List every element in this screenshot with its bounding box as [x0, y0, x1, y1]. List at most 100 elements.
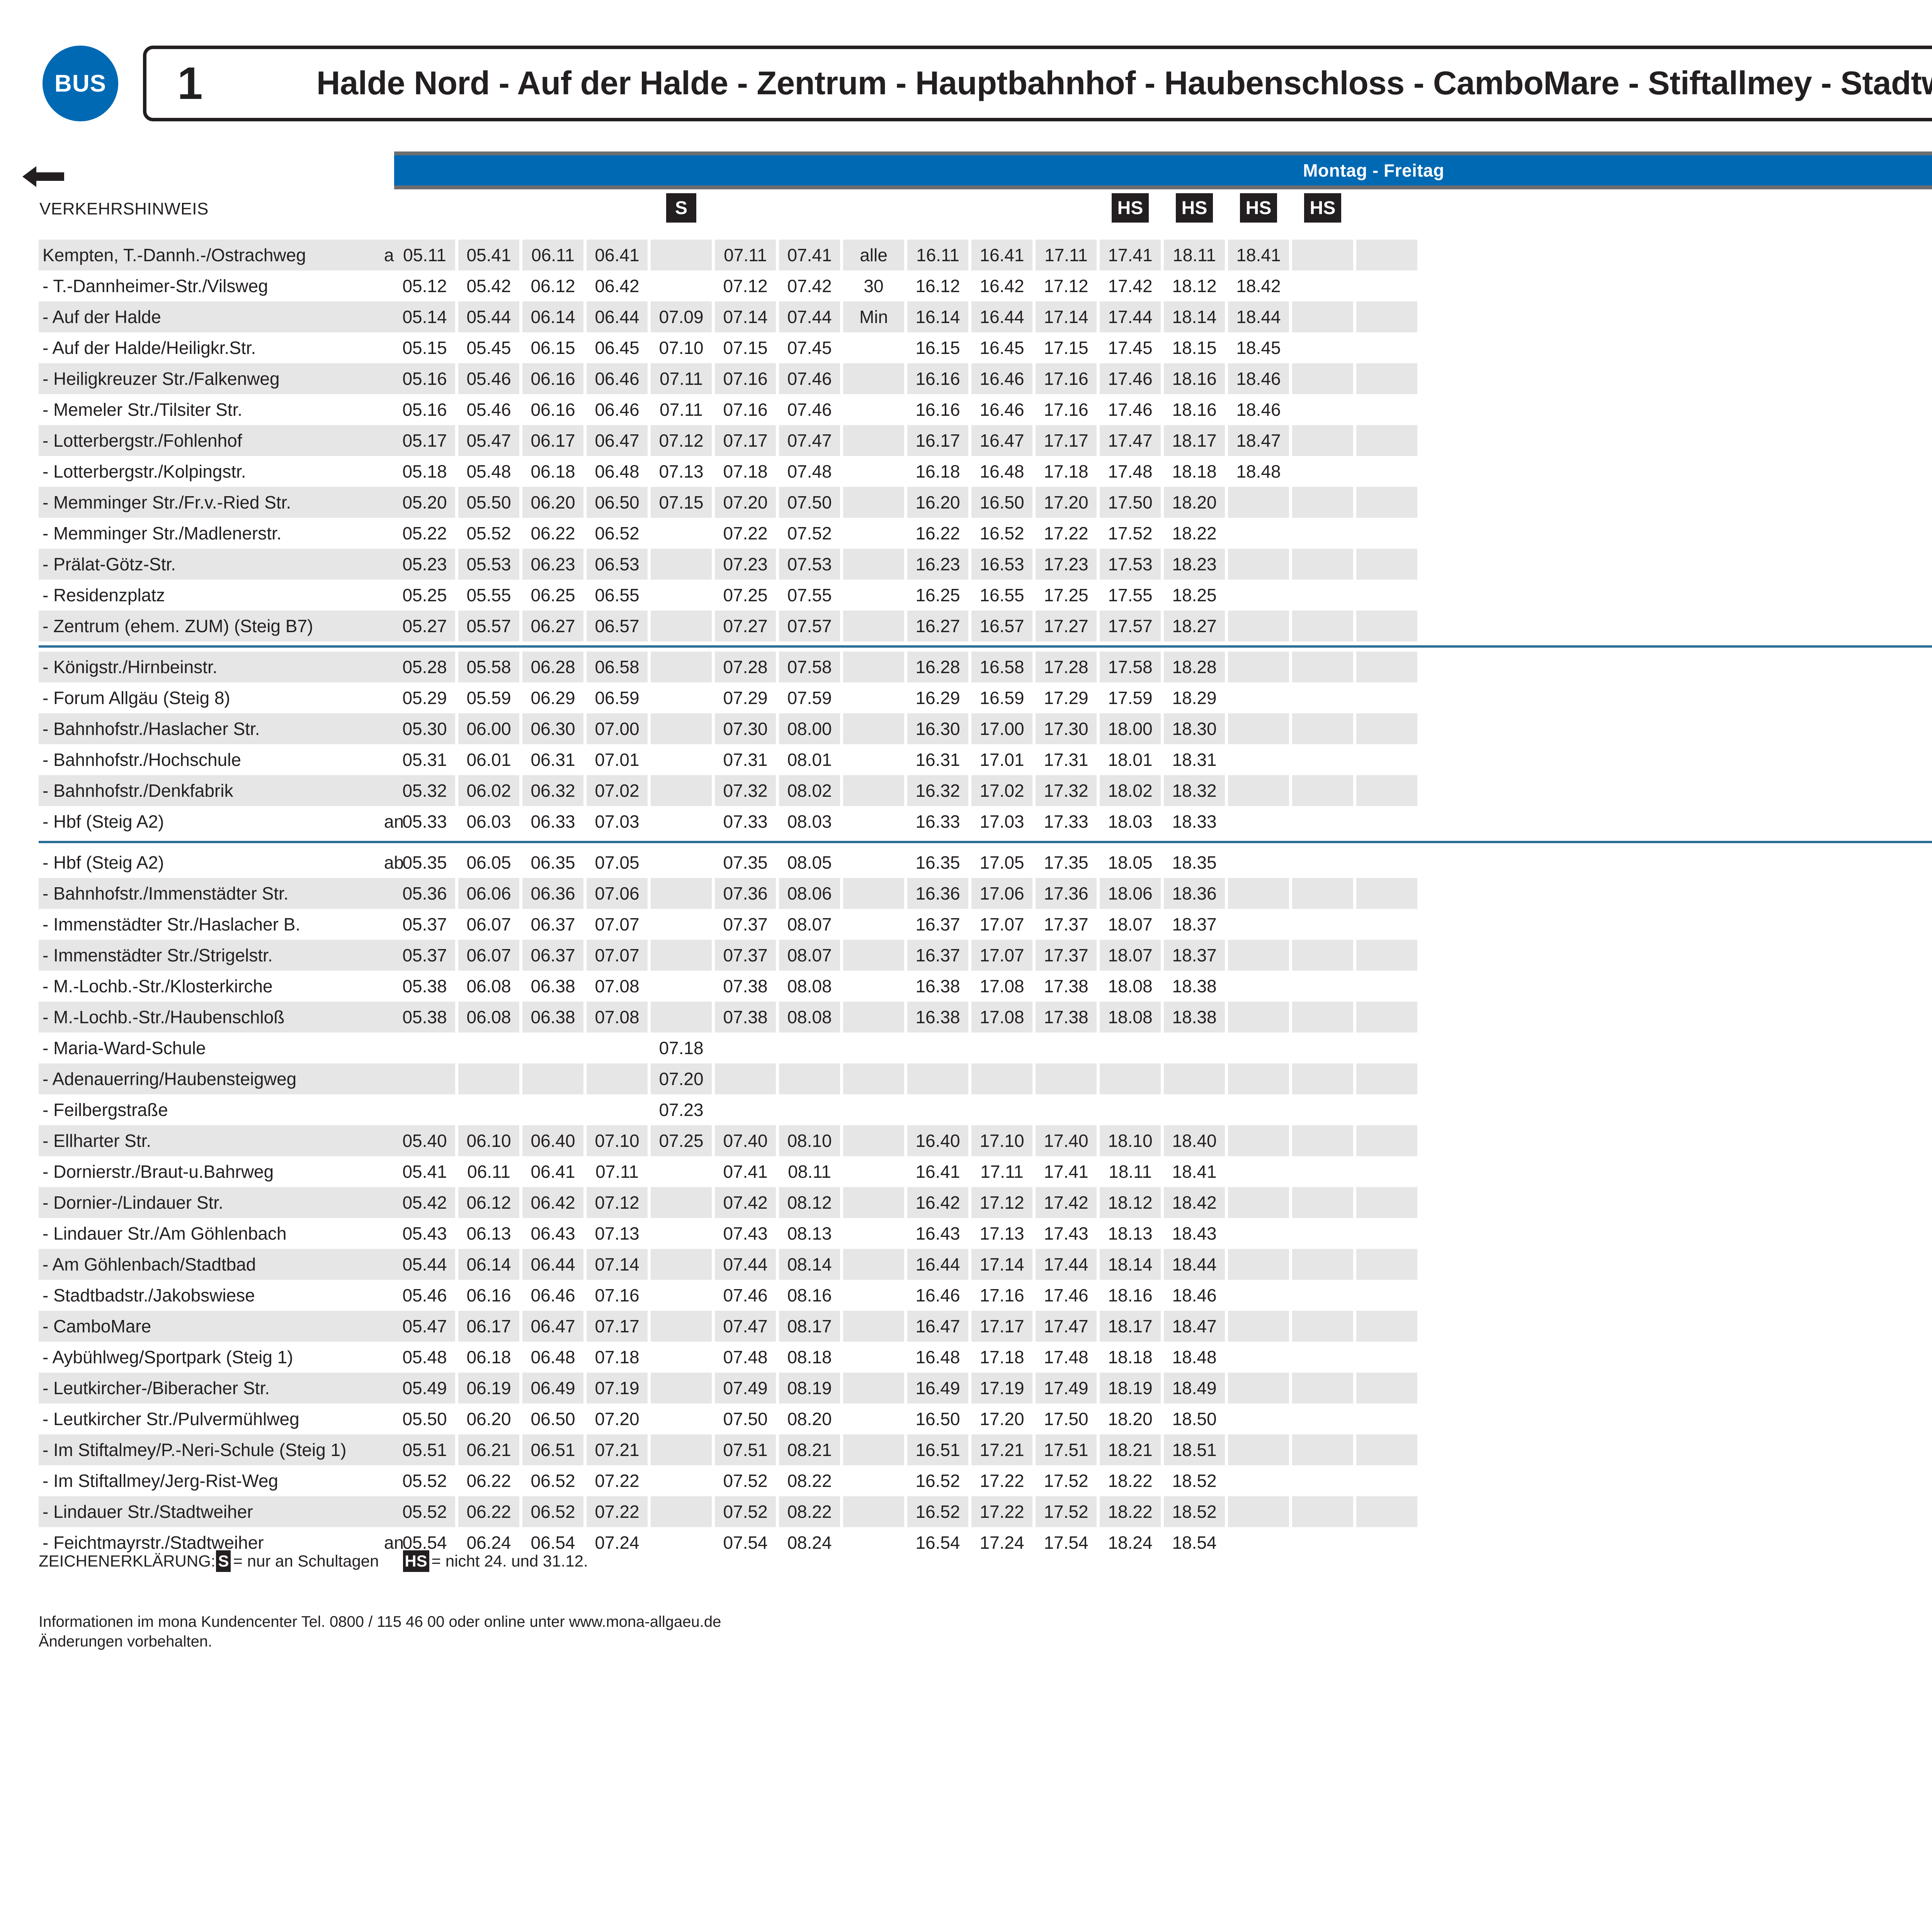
departure-time-cell [1356, 301, 1417, 332]
stop-name: - Immenstädter Str./Haslacher B. [43, 914, 301, 934]
departure-time-cell: 16.48 [980, 461, 1024, 481]
departure-time-cell [843, 1156, 904, 1187]
departure-time-cell: 06.14 [458, 1249, 519, 1280]
departure-time-cell: 17.48 [1044, 1347, 1088, 1367]
service-day-band: Montag - Freitag [394, 151, 1932, 189]
departure-time-cell [651, 611, 712, 641]
departure-time-cell: 06.42 [595, 276, 639, 296]
departure-time-cell [843, 363, 904, 394]
departure-time-cell: 07.11 [660, 400, 703, 420]
departure-time-cell: 16.46 [980, 400, 1024, 420]
departure-time-cell: 17.07 [980, 914, 1024, 934]
departure-time-cell [1228, 1496, 1289, 1527]
departure-time-cell: 07.42 [787, 276, 832, 296]
departure-time-cell: 17.05 [980, 852, 1024, 873]
departure-time-cell: 06.27 [522, 611, 583, 641]
departure-time-cell: 16.42 [980, 276, 1024, 296]
departure-time-cell: 06.06 [458, 878, 519, 909]
departure-time-cell: 18.25 [1172, 585, 1217, 605]
departure-time-cell: 18.38 [1172, 976, 1217, 996]
departure-time-cell: 17.28 [1036, 652, 1097, 682]
departure-time-cell [1356, 425, 1417, 456]
departure-time-cell [1356, 394, 1417, 425]
departure-time-cell [651, 1187, 712, 1218]
departure-time-cell: 06.46 [531, 1285, 575, 1305]
table-row: - CamboMare 05.47 06.17 06.47 07.17 07.47 08.1… [39, 1311, 1932, 1342]
departure-time-cell: 18.11 [1164, 240, 1225, 270]
stop-name-cell [39, 487, 404, 518]
stop-name: - Im Stiftallmey/Jerg-Rist-Weg [43, 1471, 279, 1491]
departure-time-cell: 18.48 [1172, 1347, 1217, 1367]
departure-time-cell: 05.59 [466, 688, 511, 708]
departure-time-cell: alle [843, 240, 904, 270]
table-row: - Zentrum (ehem. ZUM) (Steig B7) 05.27 05.… [39, 611, 1932, 641]
departure-time-cell: 05.31 [402, 750, 447, 770]
departure-time-cell [1292, 1465, 1353, 1496]
table-row: - Lindauer Str./Am Göhlenbach 05.43 06.13 0… [39, 1218, 1932, 1249]
departure-time-cell: 07.03 [595, 811, 639, 832]
table-row: Kempten, T.-Dannh.-/Ostrachwegab05.1105.… [39, 240, 1932, 270]
departure-time-cell: 07.51 [715, 1434, 776, 1465]
no-service-marker [971, 1033, 1032, 1063]
stop-name: Kempten, T.-Dannh.-/Ostrachweg [43, 245, 306, 265]
departure-time-cell: 06.43 [531, 1223, 575, 1243]
departure-time-cell [651, 713, 712, 744]
departure-time-cell: 16.14 [907, 301, 968, 332]
departure-time-cell: 18.18 [1172, 461, 1217, 481]
legend-s-text: = nur an Schultagen [233, 1552, 379, 1570]
stop-name: - CamboMare [43, 1316, 151, 1336]
departure-time-cell [1356, 652, 1417, 682]
departure-time-cell: 05.14 [394, 301, 455, 332]
departure-time-cell: 17.17 [971, 1311, 1032, 1342]
no-service-marker [971, 1063, 1032, 1094]
departure-time-cell: 06.48 [531, 1347, 575, 1367]
departure-time-cell: 18.01 [1108, 750, 1153, 770]
departure-time-cell [843, 1218, 904, 1249]
departure-time-cell [1228, 1156, 1289, 1187]
departure-time-cell: 06.17 [522, 425, 583, 456]
departure-time-cell [1356, 363, 1417, 394]
no-service-marker [715, 1094, 776, 1125]
departure-time-cell [651, 1373, 712, 1403]
departure-time-cell: 05.52 [466, 523, 511, 543]
departure-time-cell: 16.23 [907, 549, 968, 580]
route-title: Halde Nord - Auf der Halde - Zentrum - H… [316, 65, 1932, 102]
no-service-marker [522, 1094, 583, 1125]
stop-name-cell [39, 652, 404, 682]
departure-time-cell: 16.37 [915, 914, 960, 934]
departure-time-cell: 17.44 [1036, 1249, 1097, 1280]
stop-name: - Immenstädter Str./Strigelstr. [43, 945, 273, 965]
departure-time-cell: 07.45 [787, 338, 832, 358]
departure-time-cell: 05.51 [394, 1434, 455, 1465]
departure-time-cell: 17.50 [1100, 487, 1161, 518]
departure-time-cell: 06.00 [458, 713, 519, 744]
departure-time-cell [651, 909, 712, 940]
departure-time-cell: 17.20 [980, 1409, 1024, 1429]
departure-time-cell [1356, 580, 1417, 611]
stop-name-cell [39, 713, 404, 744]
departure-time-cell: 05.17 [394, 425, 455, 456]
departure-time-cell: 06.20 [466, 1409, 511, 1429]
departure-time-cell [1228, 1311, 1289, 1342]
departure-time-cell: 07.44 [779, 301, 840, 332]
departure-time-cell [1292, 1373, 1353, 1403]
departure-time-cell: 07.52 [715, 1496, 776, 1527]
departure-time-cell: 06.37 [522, 940, 583, 971]
departure-time-cell: 06.33 [531, 811, 575, 832]
departure-time-cell [1228, 744, 1289, 775]
departure-time-cell: 05.47 [458, 425, 519, 456]
departure-time-cell: 06.35 [531, 852, 575, 873]
no-service-marker [715, 1063, 776, 1094]
departure-time-cell: 06.10 [458, 1125, 519, 1156]
departure-time-cell: 05.46 [402, 1285, 447, 1305]
departure-time-cell: 16.42 [907, 1187, 968, 1218]
departure-time-cell: 07.49 [715, 1373, 776, 1403]
departure-time-cell: 17.13 [980, 1223, 1024, 1243]
departure-time-cell: 07.10 [587, 1125, 648, 1156]
departure-time-cell [1228, 682, 1289, 713]
departure-time-cell: 05.49 [394, 1373, 455, 1403]
departure-time-cell: 06.40 [522, 1125, 583, 1156]
stop-name: - Aybühlweg/Sportpark (Steig 1) [43, 1347, 293, 1367]
no-service-marker [1164, 1033, 1225, 1063]
departure-time-cell: 16.44 [907, 1249, 968, 1280]
